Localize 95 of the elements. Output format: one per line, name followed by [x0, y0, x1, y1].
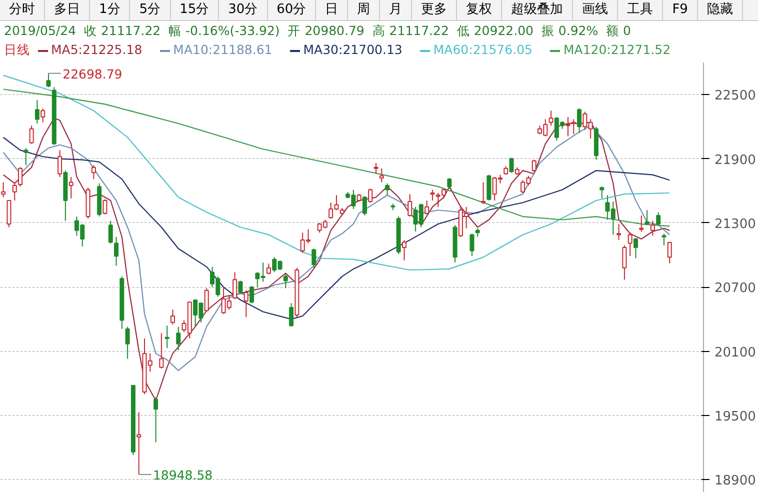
text: 月: [380, 0, 412, 20]
candlestick: [662, 233, 666, 246]
candlestick: [656, 212, 661, 226]
candlestick: [125, 326, 130, 360]
candlestick: [548, 110, 554, 126]
candlestick: [154, 396, 158, 443]
candlestick: [159, 332, 164, 369]
line-series: [2, 88, 670, 227]
text: 分时: [0, 0, 45, 20]
candlestick: [18, 166, 23, 188]
legend-label: MA120:21271.52: [562, 42, 671, 57]
candlestick: [628, 232, 632, 257]
text: 更多: [412, 0, 458, 20]
text: 复权: [457, 0, 502, 20]
legend-label: MA10:21188.61: [172, 42, 272, 57]
candlestick: [362, 196, 367, 216]
y-tick-label: 22500: [714, 88, 756, 104]
candlestick: [368, 188, 373, 204]
text: 30分: [219, 0, 268, 20]
candlestick: [204, 288, 209, 312]
candlestick: [600, 186, 604, 199]
candlestick: [385, 182, 390, 196]
candlestick: [447, 178, 452, 190]
text: 隐藏: [698, 0, 743, 20]
candlestick: [102, 198, 108, 215]
candlestick: [136, 412, 142, 475]
candlestick: [176, 326, 181, 351]
candlestick: [667, 242, 672, 264]
y-tick-label: 21300: [714, 216, 756, 232]
candlestick: [244, 290, 248, 318]
candlestick: [24, 148, 28, 166]
candlestick: [34, 99, 40, 124]
legend-label: MA30:21700.13: [302, 42, 402, 57]
candlestick: [644, 210, 650, 226]
text: 画线: [573, 0, 618, 20]
text: 60分: [268, 0, 316, 20]
candlestick: [312, 248, 316, 270]
candlestick: [571, 118, 576, 135]
chart-title: 2019/05/24 收 21117.22 幅 -0.16%(-33.92) 开 20980.79 高 21117.22 低 20922.00 振 0.92% 额 0: [4, 22, 631, 40]
legend-label: MA60:21576.05: [432, 42, 532, 57]
text: 超级叠加: [502, 0, 574, 20]
candlestick: [402, 240, 406, 261]
candlestick: [577, 108, 582, 134]
text: 5分: [130, 0, 171, 20]
annotation: 22698.79: [62, 66, 122, 82]
annotation: 18948.58: [152, 467, 213, 482]
candlestick: [532, 159, 536, 174]
text: 1分: [90, 0, 130, 20]
candlestick: [91, 164, 96, 180]
candlestick: [58, 150, 62, 178]
candlestick: [289, 302, 294, 328]
y-tick-label: 20100: [714, 345, 756, 360]
candlestick: [374, 162, 378, 174]
candlestick: [108, 220, 113, 244]
candlestick: [164, 325, 170, 349]
candlestick: [6, 200, 12, 228]
candlestick: [250, 286, 254, 304]
candlestick: [509, 157, 514, 174]
candlestick: [266, 263, 271, 275]
candlestick: [283, 272, 288, 289]
candlestick: [650, 220, 655, 236]
candlestick: [238, 280, 243, 294]
candlestick: [1, 182, 6, 198]
y-tick-label: 21900: [714, 152, 756, 168]
text: 15分: [170, 0, 220, 20]
text: F9: [663, 0, 698, 20]
text: 多日: [45, 0, 90, 20]
y-tick-label: 20700: [714, 281, 756, 296]
candlestick: [12, 182, 17, 201]
candlestick: [639, 214, 644, 232]
candlestick: [486, 174, 492, 201]
candlestick: [232, 272, 238, 300]
candlestick: [622, 244, 627, 280]
candlestick: [424, 200, 430, 215]
legend-label: MA5:21225.18: [50, 42, 142, 57]
y-tick-label: 18900: [714, 474, 756, 489]
candlestick: [616, 224, 622, 241]
candlestick: [633, 237, 638, 259]
candlestick: [408, 194, 412, 218]
candlestick: [470, 233, 474, 257]
candlestick: [114, 236, 119, 266]
y-tick-label: 19500: [714, 409, 756, 424]
text: 工具: [618, 0, 664, 20]
text: 日: [316, 0, 348, 20]
candlestick: [566, 116, 570, 137]
legend-title: 日线: [4, 42, 30, 57]
candlestick: [40, 108, 46, 123]
text: 周: [348, 0, 380, 20]
candlestick: [29, 125, 34, 144]
candlestick: [430, 189, 435, 201]
candlestick: [68, 176, 74, 199]
candlestick: [379, 168, 384, 183]
candlestick: [170, 309, 175, 326]
candlestick: [481, 182, 486, 204]
candlestick: [46, 72, 51, 88]
